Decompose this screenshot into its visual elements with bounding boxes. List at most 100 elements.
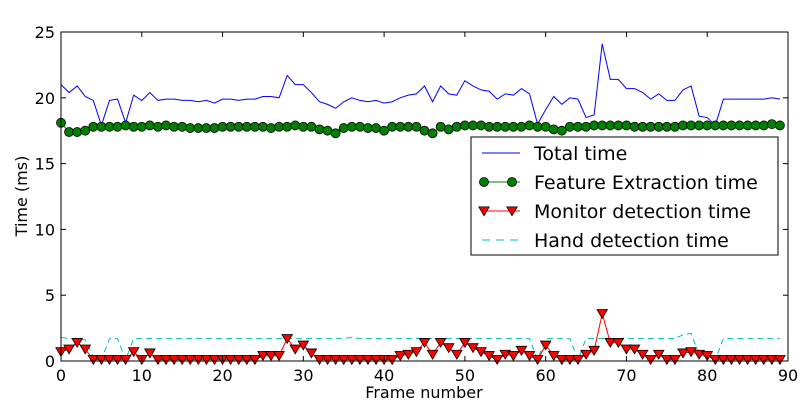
data-point: [516, 121, 527, 132]
x-tick-label: 90: [778, 366, 798, 385]
data-point: [637, 121, 648, 132]
data-point: [669, 355, 681, 366]
data-point: [426, 349, 439, 360]
data-point: [580, 349, 592, 360]
data-point: [265, 351, 277, 362]
data-point: [371, 123, 381, 133]
data-point: [548, 124, 559, 135]
data-point: [604, 338, 617, 349]
data-point: [556, 125, 567, 136]
data-point: [185, 123, 196, 133]
data-point: [330, 128, 341, 139]
y-tick-label: 25: [35, 23, 55, 42]
data-point: [515, 345, 528, 356]
data-point: [418, 338, 431, 349]
data-point: [565, 121, 575, 132]
data-point: [306, 121, 317, 132]
data-point: [120, 120, 131, 131]
y-axis-label: Time (ms): [12, 156, 31, 238]
data-point: [184, 355, 197, 366]
data-point: [127, 347, 140, 358]
data-point: [88, 121, 99, 132]
data-point: [266, 123, 276, 133]
legend-label-total-time: Total time: [533, 143, 627, 165]
legend-marker: [506, 206, 518, 217]
data-point: [168, 355, 180, 366]
data-point: [701, 351, 714, 362]
data-point: [766, 119, 777, 130]
data-point: [757, 355, 770, 366]
x-tick-label: 60: [535, 366, 555, 385]
data-point: [483, 351, 496, 362]
data-point: [338, 123, 349, 133]
data-point: [596, 309, 609, 320]
data-point: [434, 338, 447, 349]
x-tick-label: 0: [56, 366, 66, 385]
series-total-time: [60, 43, 781, 128]
data-point: [209, 123, 220, 133]
data-point: [451, 121, 462, 132]
data-point: [169, 121, 179, 132]
data-point: [620, 344, 633, 355]
x-tick-label: 50: [455, 366, 475, 385]
axis-ticks: 0 10 20 30 40 50 60 70 80 90 0 5 10 15 20 25: [35, 23, 799, 385]
data-point: [297, 340, 310, 351]
legend: Total time Feature Extraction time Monit…: [470, 136, 779, 256]
data-point: [491, 355, 504, 366]
legend-box: [470, 136, 779, 256]
data-point: [403, 121, 414, 132]
data-point: [289, 344, 302, 355]
data-point: [734, 120, 745, 131]
legend-label-hand-detection-time: Hand detection time: [534, 230, 729, 252]
data-point: [80, 125, 91, 136]
data-point: [492, 121, 503, 132]
data-point: [257, 351, 269, 362]
data-point: [402, 349, 415, 360]
data-point: [476, 120, 486, 131]
data-point: [411, 121, 422, 132]
data-point: [71, 338, 84, 349]
data-point: [193, 123, 204, 133]
x-tick-label: 20: [212, 366, 232, 385]
data-point: [232, 355, 245, 366]
data-point: [508, 121, 519, 132]
x-axis-label: Frame number: [365, 383, 483, 402]
data-point: [644, 355, 657, 366]
data-point: [653, 121, 664, 132]
data-point: [112, 121, 123, 132]
data-point: [507, 351, 520, 362]
data-point: [532, 121, 543, 132]
data-point: [248, 355, 261, 366]
data-point: [305, 348, 318, 359]
data-point: [758, 120, 769, 131]
data-point: [499, 349, 512, 360]
data-point: [192, 355, 205, 366]
data-point: [353, 355, 366, 366]
data-point: [686, 120, 696, 131]
data-point: [733, 355, 746, 366]
data-point: [435, 121, 446, 132]
data-point: [314, 124, 325, 135]
data-point: [176, 355, 189, 366]
x-tick-label: 80: [697, 366, 717, 385]
data-point: [233, 121, 244, 132]
data-point: [443, 124, 454, 135]
data-point: [678, 120, 688, 131]
data-point: [64, 127, 74, 137]
data-point: [718, 120, 729, 131]
data-point: [572, 355, 584, 366]
data-point: [273, 351, 285, 362]
data-point: [524, 120, 535, 131]
data-point: [87, 355, 100, 366]
data-point: [450, 349, 463, 360]
data-point: [177, 121, 188, 132]
data-point: [709, 355, 722, 366]
data-point: [694, 120, 705, 131]
data-point: [741, 355, 754, 366]
data-point: [160, 355, 172, 366]
plot-frame: [60, 31, 789, 362]
y-tick-label: 20: [35, 89, 55, 108]
y-tick-label: 0: [45, 352, 55, 371]
data-point: [500, 121, 511, 132]
y-tick-label: 5: [45, 286, 55, 305]
